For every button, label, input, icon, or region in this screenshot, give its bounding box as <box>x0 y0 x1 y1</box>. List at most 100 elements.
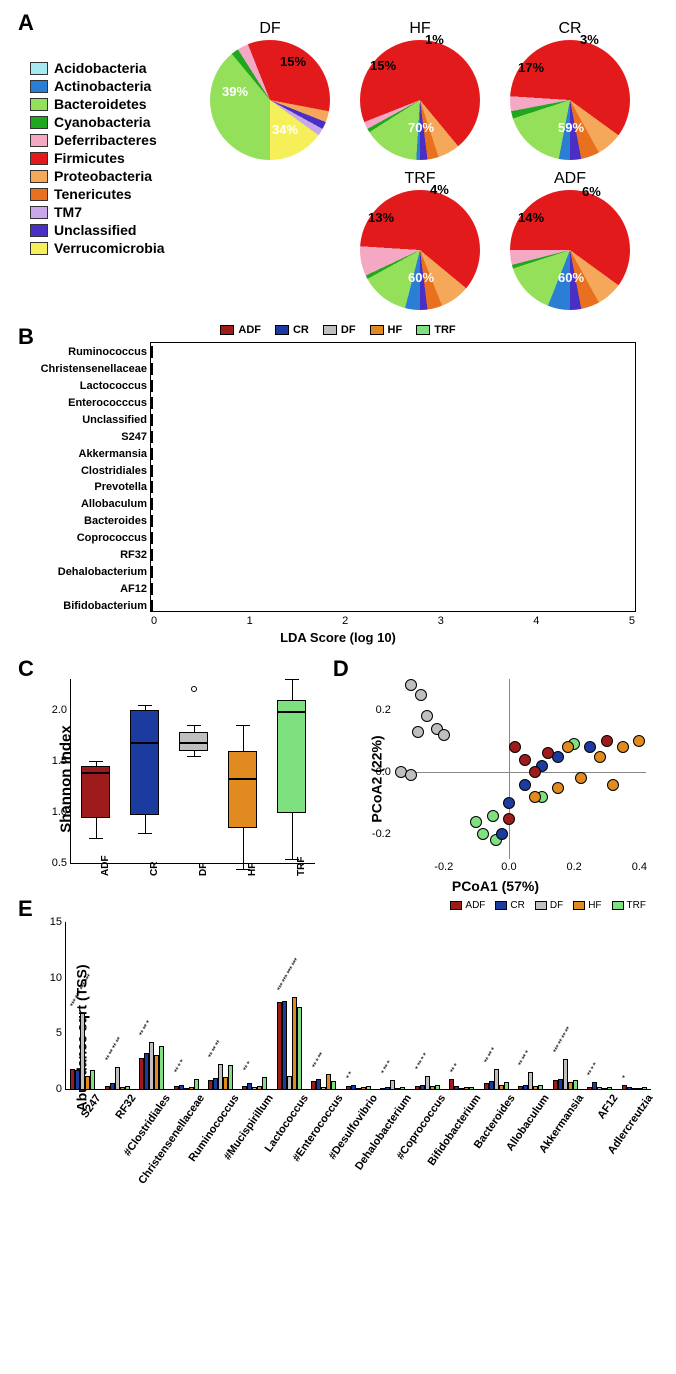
abundance-group <box>311 1074 336 1089</box>
pcoa-point <box>584 741 596 753</box>
boxplot-box <box>81 766 110 817</box>
abundance-group <box>208 1064 233 1089</box>
panel-d: D PCoA2 (22%) -0.20.00.2-0.20.00.20.4 PC… <box>325 664 666 894</box>
pie-df: DF39%34%15% <box>210 20 330 160</box>
legend-item: Cyanobacteria <box>30 114 165 130</box>
lda-bar: Bifidobacterium <box>151 598 153 613</box>
abundance-group <box>277 997 302 1089</box>
pcoa-point <box>421 710 433 722</box>
abundance-group <box>139 1042 164 1089</box>
lda-chart: 012345 RuminococcusChristensenellaceaeLa… <box>150 342 636 612</box>
lda-bar: Akkermansia <box>151 446 153 461</box>
pcoa-point <box>529 766 541 778</box>
pie-trf: TRF4%13%60% <box>360 170 480 310</box>
lda-bar: AF12 <box>151 581 153 596</box>
legend-item: Bacteroidetes <box>30 96 165 112</box>
phylum-legend: Acidobacteria Actinobacteria Bacteroidetes… <box>30 60 165 258</box>
abundance-group <box>70 1013 95 1089</box>
legend-item: HF <box>370 324 403 336</box>
abundance-group <box>242 1077 267 1089</box>
pcoa-point <box>633 735 645 747</box>
legend-item: Verrucomicrobia <box>30 240 165 256</box>
pcoa-point <box>562 741 574 753</box>
legend-item: Actinobacteria <box>30 78 165 94</box>
pcoa-point <box>607 779 619 791</box>
abundance-group <box>449 1079 474 1089</box>
pcoa-point <box>438 729 450 741</box>
legend-item: Proteobacteria <box>30 168 165 184</box>
legend-item: DF <box>535 900 563 911</box>
abundance-group <box>105 1067 130 1089</box>
abundance-group <box>518 1072 543 1089</box>
pcoa-point <box>415 689 427 701</box>
pcoa-point <box>575 772 587 784</box>
pcoa-point <box>552 782 564 794</box>
panel-b: B ADF CR DF HF TRF 012345 RuminococcusChrist… <box>10 324 666 654</box>
lda-bar: Ruminococcus <box>151 345 153 360</box>
lda-bar: S247 <box>151 429 153 444</box>
pie-cr: CR3%17%59% <box>510 20 630 160</box>
lda-bar: Bacteroides <box>151 514 153 529</box>
pcoa-point <box>519 754 531 766</box>
boxplot-box <box>179 732 208 751</box>
legend-item: ADF <box>450 900 485 911</box>
abundance-group <box>587 1082 612 1089</box>
pcoa-point <box>601 735 613 747</box>
legend-item: TM7 <box>30 204 165 220</box>
lda-bar: Prevotella <box>151 480 153 495</box>
lda-xticks: 012345 <box>151 615 635 627</box>
pie-hf: HF1%15%70% <box>360 20 480 160</box>
pcoa-point <box>594 751 606 763</box>
panel-b-legend: ADF CR DF HF TRF <box>10 324 666 336</box>
pcoa-point <box>405 769 417 781</box>
legend-item: Tenericutes <box>30 186 165 202</box>
pcoa-point <box>405 679 417 691</box>
pcoa-point <box>487 810 499 822</box>
abundance-group <box>174 1079 199 1089</box>
legend-item: Firmicutes <box>30 150 165 166</box>
pcoa-point <box>519 779 531 791</box>
legend-item: TRF <box>612 900 646 911</box>
boxplot-box <box>277 700 306 813</box>
legend-item: Acidobacteria <box>30 60 165 76</box>
pcoa-scatter: -0.20.00.2-0.20.00.20.4 <box>395 679 646 859</box>
boxplot-box <box>130 710 159 815</box>
pcoa-point <box>617 741 629 753</box>
panel-a: A Acidobacteria Actinobacteria Bacteroidet… <box>10 10 666 320</box>
abundance-group <box>415 1076 440 1089</box>
panel-a-label: A <box>18 10 34 36</box>
pcoa-point <box>509 741 521 753</box>
lda-bar: Lactococcus <box>151 379 153 394</box>
legend-item: TRF <box>416 324 455 336</box>
abundance-bars: 051015*** *** *** ***S247** ** ** **RF32… <box>65 922 651 1090</box>
legend-item: Deferribacteres <box>30 132 165 148</box>
pcoa-point <box>496 828 508 840</box>
pie-adf: ADF6%14%60% <box>510 170 630 310</box>
pcoa-xlabel: PCoA1 (57%) <box>325 878 666 894</box>
legend-item: CR <box>495 900 524 911</box>
pcoa-ylabel: PCoA2 (22%) <box>368 735 384 822</box>
lda-bar: Enterococccus <box>151 396 153 411</box>
pcoa-point <box>542 747 554 759</box>
panel-c-label: C <box>18 656 34 682</box>
legend-item: CR <box>275 324 309 336</box>
legend-item: ADF <box>220 324 261 336</box>
panel-b-label: B <box>18 324 34 350</box>
abundance-group <box>380 1080 405 1089</box>
panel-e-legend: ADF CR DF HF TRF <box>450 900 646 911</box>
boxplot-box <box>228 751 257 828</box>
pcoa-point <box>477 828 489 840</box>
lda-xlabel: LDA Score (log 10) <box>10 630 666 645</box>
pcoa-point <box>529 791 541 803</box>
legend-item: HF <box>573 900 601 911</box>
legend-item: DF <box>323 324 356 336</box>
abundance-group <box>346 1085 371 1089</box>
abundance-group <box>553 1059 578 1089</box>
shannon-boxplot: 0.51.01.52.0ADFCRDFHFTRF <box>70 679 315 864</box>
panel-c: C Shannon Index 0.51.01.52.0ADFCRDFHFTRF <box>10 664 325 894</box>
abundance-group <box>484 1069 509 1089</box>
pcoa-point <box>503 813 515 825</box>
legend-item: Unclassified <box>30 222 165 238</box>
lda-bar: Dehalobacterium <box>151 564 153 579</box>
panel-e-label: E <box>18 896 33 922</box>
